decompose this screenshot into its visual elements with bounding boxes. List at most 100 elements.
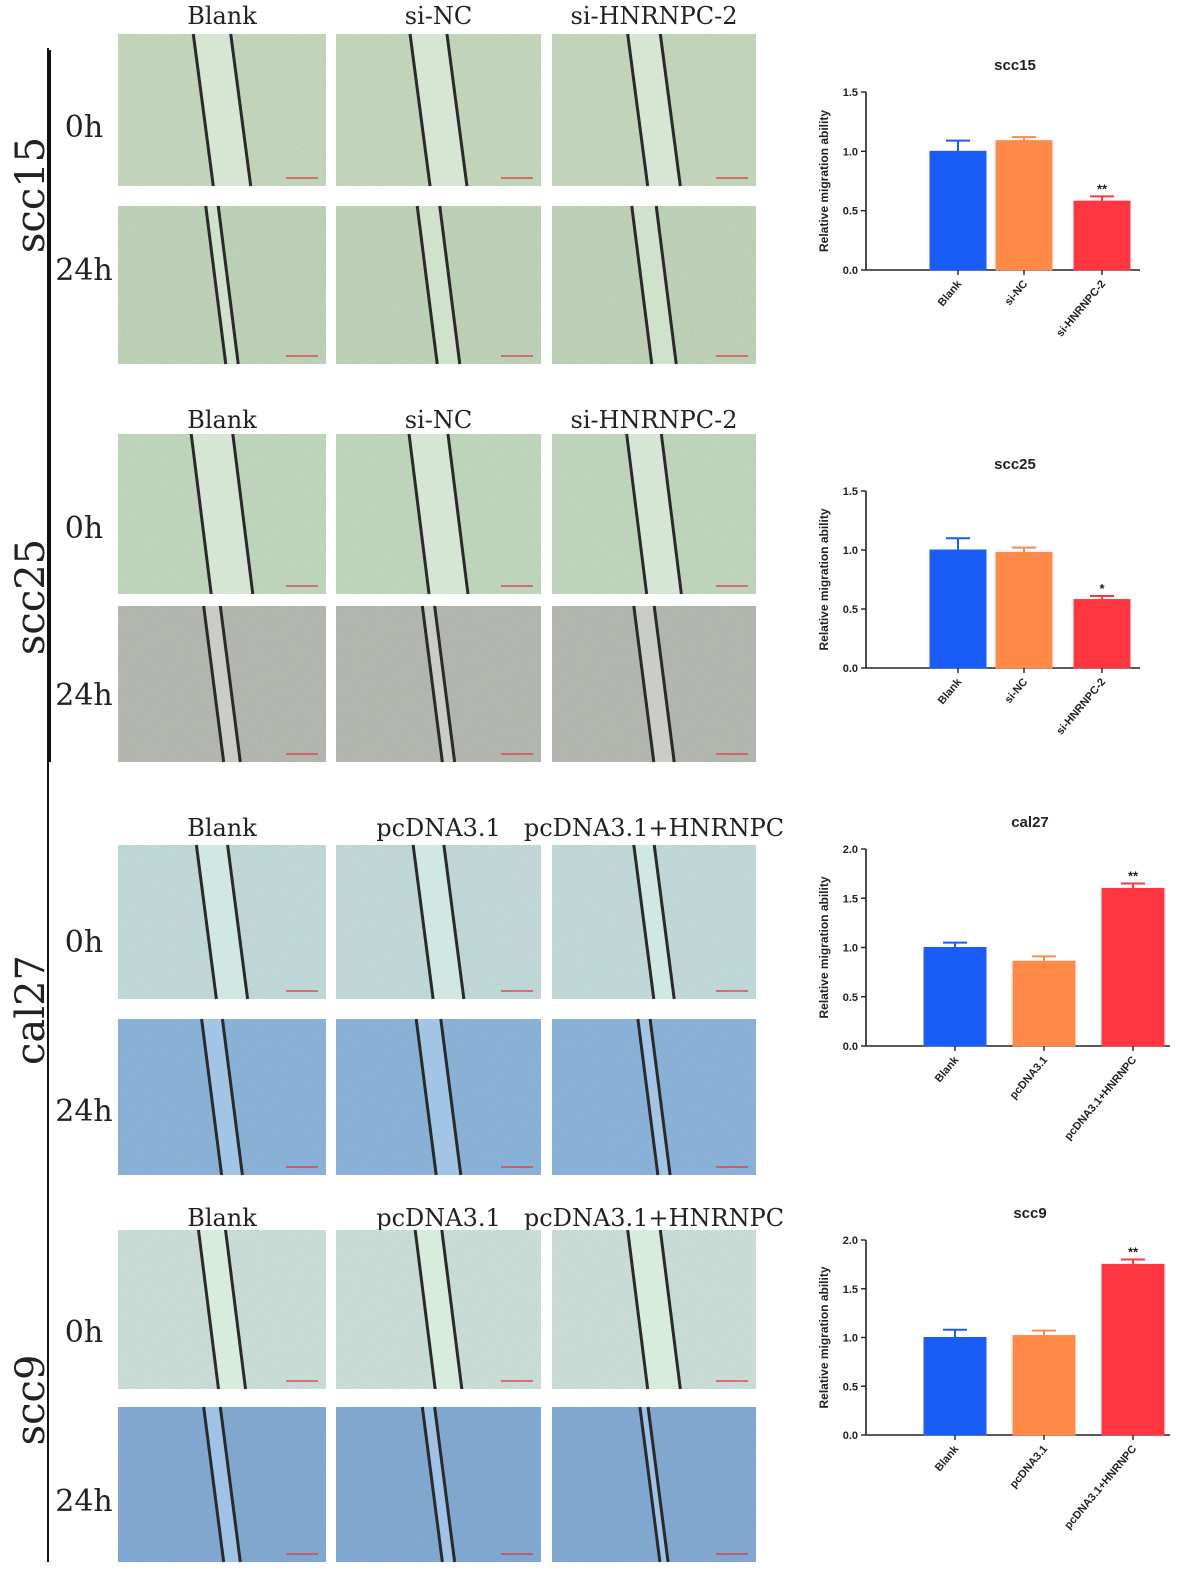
y-tick-label: 0.0 <box>843 1041 858 1053</box>
scratch-edge-line <box>646 1406 670 1563</box>
scratch-gap <box>193 34 251 186</box>
micrograph-image <box>118 1018 326 1176</box>
bar-Blank <box>923 1337 987 1436</box>
micrograph-image <box>552 1018 756 1176</box>
time-label-24h: 24h <box>55 678 113 713</box>
y-tick-label: 0.0 <box>843 265 858 277</box>
scratch-edge-line <box>415 205 439 365</box>
cell-line-label: scc9 <box>8 1355 54 1446</box>
y-tick-label: 0.0 <box>843 1430 858 1442</box>
chart-title: scc15 <box>994 57 1036 74</box>
scratch-edge-line <box>204 205 228 365</box>
y-tick-label: 0.5 <box>843 604 858 616</box>
scratch-edge-line <box>652 605 676 763</box>
scratch-edge-line <box>632 605 656 763</box>
panel-scc15: scc15 0h 24h Blank si-NC si-HNRNPC-2 <box>8 2 756 366</box>
micrograph-image <box>118 205 326 365</box>
scratch-edge-line <box>200 1018 224 1176</box>
x-tick-label: pcDNA3.1+HNRNPC <box>1062 1443 1139 1532</box>
scratch-edge-line <box>231 433 255 595</box>
scratch-edge-line <box>632 844 656 1000</box>
y-tick-label: 2.0 <box>843 844 858 856</box>
chart-title: scc25 <box>994 456 1036 473</box>
cell-line-label: scc25 <box>8 539 54 655</box>
micrograph-image <box>118 605 326 763</box>
scratch-edge-line <box>626 1229 650 1390</box>
bar-si-HNRNPC-2 <box>1073 200 1131 271</box>
y-tick-label: 0.5 <box>843 1381 858 1393</box>
condition-header: Blank <box>187 2 257 30</box>
scratch-gap <box>626 434 682 594</box>
micrograph-image <box>118 33 326 187</box>
micrograph-image <box>118 1229 326 1390</box>
scratch-gap <box>410 34 467 186</box>
significance-marker: ** <box>1128 868 1139 883</box>
chart-scc9: scc9 Relative migration ability 0.0 0.5 1.0 1… <box>817 1205 1170 1532</box>
micrograph-panels: scc15 0h 24h Blank si-NC si-HNRNPC-2 scc25 0h 24… <box>8 2 784 1563</box>
panel-cal27: cal27 0h 24h Blank pcDNA3.1 pcDNA3.1+HNRNPC <box>8 48 784 1176</box>
micrograph-image <box>552 33 756 187</box>
y-axis-label: Relative migration ability <box>817 1266 831 1408</box>
x-tick-label: si-NC <box>1003 278 1031 308</box>
panel-scc25: scc25 0h 24h Blank si-NC si-HNRNPC-2 <box>8 50 756 763</box>
micrograph-image <box>552 1406 756 1563</box>
condition-header: pcDNA3.1 <box>376 1204 501 1232</box>
scratch-gap <box>413 845 464 999</box>
scratch-edge-line <box>202 605 226 763</box>
scratch-edge-line <box>216 205 240 365</box>
scratch-gap <box>417 206 460 364</box>
x-tick-label: si-HNRNPC-2 <box>1054 676 1108 737</box>
scratch-edge-line <box>196 1229 220 1390</box>
condition-header: pcDNA3.1+HNRNPC <box>524 814 784 842</box>
significance-marker: * <box>1099 581 1105 596</box>
scratch-edge-line <box>638 1406 662 1563</box>
chart-scc25: scc25 Relative migration ability 0.0 0.5 1.0… <box>817 456 1140 737</box>
condition-header: Blank <box>187 814 257 842</box>
x-tick-label: si-NC <box>1003 676 1031 706</box>
micrograph-image <box>336 1406 541 1563</box>
scratch-gap <box>631 206 677 364</box>
x-tick-label: Blank <box>936 676 965 707</box>
y-tick-label: 0.0 <box>843 663 858 675</box>
scratch-gap <box>196 845 248 999</box>
scratch-gap <box>633 845 675 999</box>
scratch-edge-line <box>218 605 242 763</box>
bar-pcDNA3.1+HNRNPC <box>1101 1263 1165 1436</box>
scratch-edge-line <box>202 1406 226 1563</box>
bar-si-NC <box>995 551 1053 669</box>
y-tick-label: 0.5 <box>843 206 858 218</box>
bar-Blank <box>929 150 987 271</box>
micrograph-image <box>336 1229 541 1390</box>
scratch-edge-line <box>414 1018 438 1176</box>
bar-Blank <box>923 947 987 1047</box>
y-tick-label: 1.5 <box>843 893 858 905</box>
micrograph-image <box>552 844 756 1000</box>
significance-marker: ** <box>1097 181 1108 196</box>
scratch-edge-line <box>648 1018 672 1176</box>
scratch-edge-line <box>191 33 215 187</box>
micrograph-image <box>336 844 541 1000</box>
condition-header: si-HNRNPC-2 <box>571 2 738 30</box>
micrograph-image <box>118 433 326 595</box>
scratch-gap <box>633 606 675 762</box>
time-label-0h: 0h <box>65 511 103 546</box>
chart-title: cal27 <box>1011 814 1049 831</box>
scratch-edge-line <box>659 433 683 595</box>
scratch-edge-line <box>226 844 250 1000</box>
scratch-gap <box>201 1019 243 1175</box>
scratch-edge-line <box>218 1406 242 1563</box>
micrograph-image <box>336 33 541 187</box>
scratch-gap <box>422 1407 455 1562</box>
condition-header: Blank <box>187 1204 257 1232</box>
micrograph-image <box>552 605 756 763</box>
scratch-gap <box>203 1407 241 1562</box>
time-label-24h: 24h <box>55 1484 113 1519</box>
scratch-edge-line <box>433 1406 457 1563</box>
scratch-edge-line <box>438 205 462 365</box>
scratch-gap <box>205 206 239 364</box>
chart-title: scc9 <box>1013 1205 1046 1222</box>
condition-header: si-HNRNPC-2 <box>571 406 738 434</box>
scratch-edge-line <box>658 1229 682 1390</box>
cell-line-label: cal27 <box>8 955 54 1065</box>
